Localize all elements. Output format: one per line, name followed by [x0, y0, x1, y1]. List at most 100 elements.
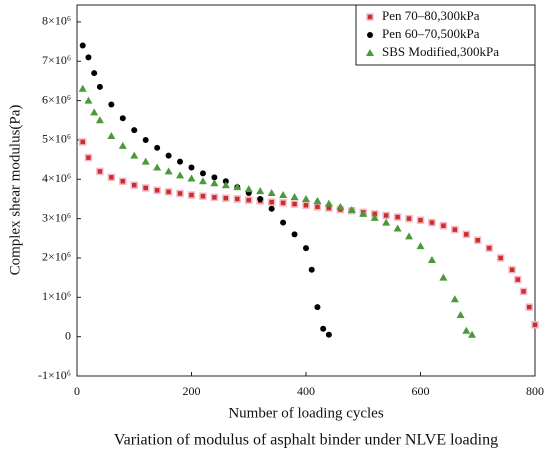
- point: [525, 303, 534, 311]
- point: [96, 83, 103, 90]
- point: [303, 245, 309, 252]
- legend: Pen 70–80,300kPa Pen 60–70,500kPa SBS Modi…: [355, 4, 536, 66]
- point: [257, 195, 264, 202]
- point: [531, 321, 539, 329]
- point: [176, 189, 184, 198]
- point: [370, 213, 379, 221]
- point: [336, 202, 345, 210]
- point: [308, 266, 315, 273]
- x-axis-label: Number of loading cycles: [228, 405, 384, 421]
- point: [187, 174, 196, 182]
- point: [393, 224, 402, 232]
- point: [496, 254, 505, 262]
- x-tick-label: 0: [74, 384, 80, 398]
- point: [393, 213, 402, 221]
- point: [177, 158, 184, 165]
- point: [222, 194, 230, 202]
- point: [382, 218, 391, 226]
- point: [267, 198, 276, 206]
- point: [164, 167, 173, 175]
- point: [176, 171, 185, 179]
- point: [165, 152, 172, 159]
- point: [416, 216, 425, 224]
- y-tick-label: 2×10⁶: [42, 250, 71, 264]
- point: [508, 266, 516, 274]
- point: [366, 13, 374, 21]
- point: [119, 115, 126, 122]
- point: [347, 205, 356, 213]
- point: [302, 201, 310, 210]
- point: [279, 199, 287, 207]
- point: [320, 325, 327, 332]
- point: [474, 236, 482, 245]
- x-tick-label: 400: [297, 384, 315, 398]
- point: [130, 181, 138, 189]
- point: [91, 70, 98, 77]
- point: [188, 164, 195, 171]
- point: [90, 108, 99, 116]
- point: [519, 287, 528, 296]
- point: [164, 188, 173, 196]
- point: [142, 136, 149, 143]
- point: [416, 242, 425, 250]
- point: [325, 331, 332, 338]
- y-tick-label: 4×10⁶: [42, 171, 71, 185]
- point: [187, 191, 196, 199]
- point: [485, 244, 493, 252]
- point: [141, 184, 150, 192]
- point: [450, 295, 459, 303]
- point: [119, 177, 127, 186]
- point: [405, 232, 414, 240]
- point: [107, 173, 116, 182]
- y-tick-label: 7×10⁶: [42, 53, 71, 67]
- legend-label: SBS Modified,300kPa: [382, 44, 499, 59]
- point: [244, 185, 253, 193]
- point: [367, 32, 373, 38]
- point: [221, 181, 230, 189]
- point: [439, 221, 448, 230]
- y-axis-label: Complex shear modulus(Pa): [7, 105, 23, 276]
- point: [313, 196, 322, 204]
- point: [359, 209, 368, 217]
- legend-label: Pen 60–70,500kPa: [382, 26, 480, 41]
- point: [462, 326, 471, 334]
- point: [78, 138, 87, 146]
- legend-box: [355, 4, 536, 66]
- point: [456, 311, 465, 319]
- chart-title: Variation of modulus of asphalt binder u…: [114, 432, 498, 449]
- point: [211, 174, 218, 181]
- point: [96, 167, 104, 176]
- point: [78, 84, 87, 92]
- point: [514, 275, 522, 284]
- point: [268, 205, 275, 212]
- series: [78, 138, 539, 329]
- y-tick-label: 6×10⁶: [42, 92, 71, 106]
- point: [84, 153, 93, 162]
- point: [366, 49, 374, 56]
- point: [267, 189, 276, 197]
- point: [291, 231, 298, 238]
- point: [95, 116, 104, 124]
- point: [279, 191, 288, 199]
- point: [427, 255, 436, 263]
- point: [108, 101, 115, 108]
- point: [439, 273, 448, 281]
- point: [198, 177, 207, 185]
- point: [153, 186, 161, 195]
- point: [468, 330, 477, 338]
- point: [290, 200, 299, 208]
- series: [78, 84, 477, 338]
- point: [314, 304, 321, 311]
- point: [313, 203, 322, 211]
- point: [428, 218, 436, 227]
- point: [280, 219, 287, 226]
- y-tick-label: 1×10⁶: [42, 289, 71, 303]
- point: [245, 196, 253, 204]
- point: [154, 144, 161, 151]
- point: [118, 141, 127, 149]
- point: [84, 96, 93, 104]
- point: [199, 170, 206, 177]
- point: [290, 192, 299, 200]
- point: [233, 183, 242, 191]
